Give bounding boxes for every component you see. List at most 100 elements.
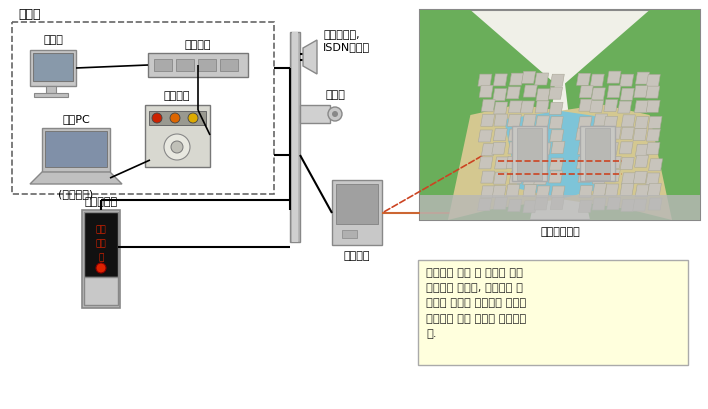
Circle shape (96, 263, 106, 273)
Polygon shape (648, 198, 662, 210)
Polygon shape (649, 159, 663, 171)
Bar (46, 86, 56, 93)
Polygon shape (481, 171, 495, 183)
Polygon shape (493, 74, 508, 86)
Polygon shape (537, 143, 551, 155)
Polygon shape (593, 142, 607, 154)
Polygon shape (506, 184, 520, 196)
Polygon shape (604, 116, 617, 128)
Polygon shape (635, 144, 649, 156)
Polygon shape (549, 171, 563, 183)
Bar (84, 212, 118, 277)
Bar (220, 59, 238, 71)
Bar (336, 184, 378, 224)
Text: (옵션기능): (옵션기능) (58, 189, 93, 199)
Circle shape (188, 113, 198, 123)
Polygon shape (534, 173, 548, 184)
Polygon shape (622, 173, 636, 185)
Bar (12, 22, 274, 194)
Bar (585, 128, 610, 180)
Polygon shape (620, 183, 634, 196)
Polygon shape (493, 89, 507, 101)
Polygon shape (481, 144, 496, 156)
Bar (420, 10, 700, 220)
Text: 보: 보 (98, 254, 103, 263)
Polygon shape (506, 87, 520, 99)
Polygon shape (590, 128, 605, 139)
Polygon shape (620, 157, 634, 169)
Polygon shape (494, 114, 508, 126)
Polygon shape (520, 101, 535, 113)
Polygon shape (605, 142, 618, 155)
Polygon shape (606, 170, 620, 182)
Bar (149, 111, 206, 125)
Polygon shape (634, 117, 649, 128)
Polygon shape (593, 172, 606, 184)
Polygon shape (646, 100, 660, 112)
Polygon shape (622, 115, 635, 127)
Polygon shape (508, 142, 522, 154)
Text: 광화이버망,
ISDN회전등: 광화이버망, ISDN회전등 (323, 30, 370, 52)
Polygon shape (646, 74, 661, 87)
Text: 류경: 류경 (96, 240, 106, 249)
Circle shape (152, 113, 162, 123)
Bar (176, 59, 194, 71)
Polygon shape (481, 114, 495, 126)
Polygon shape (633, 171, 647, 183)
Polygon shape (636, 72, 649, 84)
Bar (300, 105, 330, 123)
Polygon shape (493, 102, 508, 114)
Polygon shape (646, 86, 660, 98)
Polygon shape (508, 200, 522, 211)
Polygon shape (523, 85, 537, 97)
Polygon shape (303, 40, 317, 74)
Bar (148, 53, 248, 77)
Circle shape (332, 111, 338, 117)
Polygon shape (551, 142, 565, 153)
Polygon shape (621, 199, 635, 211)
Text: 사무소: 사무소 (18, 7, 40, 20)
Polygon shape (549, 87, 563, 99)
Polygon shape (576, 157, 590, 169)
Bar (34, 93, 68, 97)
Polygon shape (607, 85, 621, 98)
Polygon shape (565, 10, 700, 220)
Polygon shape (634, 101, 649, 113)
Polygon shape (534, 198, 548, 210)
Polygon shape (592, 198, 606, 210)
Polygon shape (495, 157, 508, 169)
Polygon shape (479, 130, 492, 142)
Text: 검출장치: 검출장치 (344, 251, 370, 261)
Text: 경보표시판: 경보표시판 (84, 197, 118, 207)
Polygon shape (535, 116, 549, 128)
Bar (145, 105, 210, 167)
Polygon shape (648, 117, 662, 128)
Polygon shape (521, 127, 535, 139)
Polygon shape (479, 157, 493, 169)
Polygon shape (607, 71, 621, 83)
Polygon shape (549, 117, 564, 128)
Text: 오니터: 오니터 (43, 35, 63, 45)
Circle shape (164, 134, 190, 160)
Polygon shape (635, 185, 649, 197)
Polygon shape (523, 115, 536, 126)
Polygon shape (509, 172, 523, 184)
Polygon shape (633, 199, 646, 211)
Polygon shape (550, 74, 564, 86)
Polygon shape (578, 117, 592, 129)
Polygon shape (646, 142, 660, 155)
Polygon shape (578, 200, 593, 212)
Polygon shape (493, 129, 508, 141)
Polygon shape (448, 105, 560, 220)
Bar (82, 210, 120, 308)
Polygon shape (508, 115, 521, 126)
Polygon shape (579, 99, 593, 111)
Polygon shape (549, 130, 564, 142)
Polygon shape (523, 201, 537, 213)
Polygon shape (535, 73, 549, 85)
Bar (420, 195, 700, 220)
Polygon shape (535, 157, 548, 169)
Polygon shape (523, 145, 537, 157)
Bar (30, 50, 76, 86)
Text: 녹화장치: 녹화장치 (185, 40, 211, 50)
